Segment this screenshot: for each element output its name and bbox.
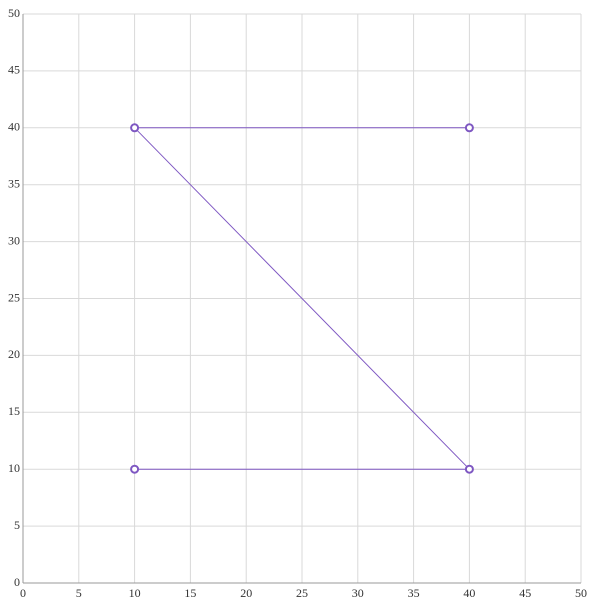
x-tick-label: 0 (20, 586, 26, 600)
point (130, 123, 140, 133)
x-tick-label: 20 (240, 586, 252, 600)
x-tick-label: 15 (184, 586, 196, 600)
y-tick-label: 5 (14, 518, 20, 532)
line (133, 127, 471, 470)
y-tick-label: 10 (8, 461, 20, 475)
y-tick-label: 40 (8, 120, 20, 134)
y-tick-label: 25 (8, 290, 20, 304)
x-tick-label: 25 (296, 586, 308, 600)
x-tick-label: 50 (575, 586, 587, 600)
x-tick-label: 45 (519, 586, 531, 600)
y-tick-label: 50 (8, 6, 20, 20)
point (130, 464, 140, 474)
x-tick-label: 10 (129, 586, 141, 600)
point (464, 123, 474, 133)
x-tick-label: 40 (463, 586, 475, 600)
y-tick-label: 15 (8, 404, 20, 418)
x-tick-label: 30 (352, 586, 364, 600)
y-tick-label: 45 (8, 63, 20, 77)
y-tick-label: 0 (14, 575, 20, 589)
x-tick-label: 5 (76, 586, 82, 600)
point (464, 464, 474, 474)
x-tick-label: 35 (408, 586, 420, 600)
y-tick-label: 20 (8, 347, 20, 361)
y-tick-label: 30 (8, 233, 20, 247)
y-tick-label: 35 (8, 176, 20, 190)
